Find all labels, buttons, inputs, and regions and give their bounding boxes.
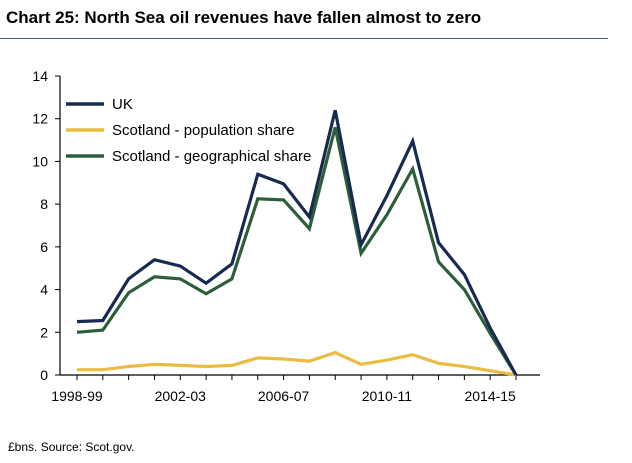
legend-label-uk: UK [112, 96, 133, 113]
line-chart: 0 2 4 6 8 10 12 14 1998-99 2002-03 2006-07 2010-11 2… [32, 68, 540, 404]
y-tick-label: 12 [32, 111, 48, 127]
y-tick-label: 2 [40, 324, 48, 340]
legend-label-scotland-geographical-share: Scotland - geographical share [112, 148, 311, 165]
y-tick-label: 8 [40, 196, 48, 212]
series-line-scotland-population-share [77, 350, 517, 377]
x-tick-label: 2014-15 [464, 388, 516, 404]
y-tick-label: 14 [32, 68, 48, 84]
y-tick-label: 0 [40, 367, 48, 383]
series-line-scotland-geographical-share [76, 126, 518, 376]
y-tick-label: 10 [32, 153, 48, 169]
legend-label-scotland-population-share: Scotland - population share [112, 122, 295, 139]
x-tick-label: 2010-11 [362, 388, 413, 404]
x-tick-label: 2002-03 [155, 388, 207, 404]
series-line-uk [76, 109, 518, 376]
y-tick-label: 6 [40, 239, 48, 255]
source-note: £bns. Source: Scot.gov. [8, 440, 135, 454]
x-tick-label: 2006-07 [258, 388, 310, 404]
x-tick-label: 1998-99 [51, 388, 103, 404]
chart-title: Chart 25: North Sea oil revenues have fa… [6, 8, 482, 27]
title-divider [0, 38, 608, 39]
y-tick-label: 4 [40, 282, 48, 298]
